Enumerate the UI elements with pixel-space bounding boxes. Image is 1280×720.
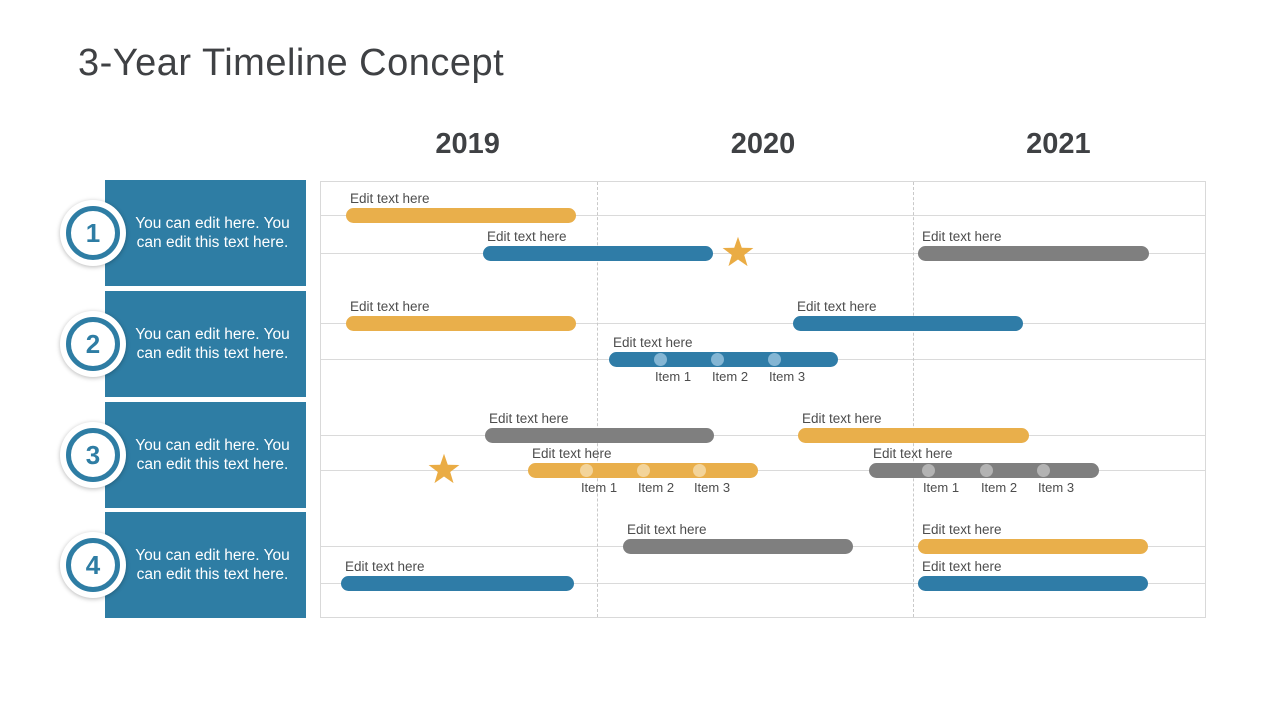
milestone-dot (711, 353, 724, 366)
bar-label-placeholder: Edit text here (802, 411, 882, 426)
timeline-grid: Edit text here Edit text here Edit text he… (320, 181, 1206, 618)
gridline-horizontal (321, 253, 1205, 254)
milestone-dot (1037, 464, 1050, 477)
year-label-2019: 2019 (435, 128, 500, 160)
timeline-bar-blue (483, 246, 713, 261)
step-number-badge: 2 (60, 311, 126, 377)
timeline-bar-blue (918, 576, 1148, 591)
step-text: You can edit here. You can edit this tex… (135, 547, 290, 583)
timeline-bar-gray (918, 246, 1149, 261)
step-number-badge: 4 (60, 532, 126, 598)
bar-label-placeholder: Edit text here (345, 559, 425, 574)
milestone-item-label: Item 1 (654, 369, 692, 384)
bar-label-placeholder: Edit text here (797, 299, 877, 314)
year-header-row: 2019 2020 2021 (320, 128, 1206, 161)
step-text-box: You can edit here. You can edit this tex… (105, 291, 306, 397)
timeline-bar-yellow (346, 208, 576, 223)
step-text-box: You can edit here. You can edit this tex… (105, 512, 306, 618)
gridline-horizontal (321, 323, 1205, 324)
milestone-item-label: Item 3 (1037, 480, 1075, 495)
sidebar-step-4: You can edit here. You can edit this tex… (60, 512, 306, 618)
gridline-horizontal (321, 435, 1205, 436)
milestone-item-label: Item 3 (768, 369, 806, 384)
milestone-dot (980, 464, 993, 477)
timeline-bar-gray (623, 539, 853, 554)
bar-label-placeholder: Edit text here (627, 522, 707, 537)
step-text: You can edit here. You can edit this tex… (135, 215, 290, 251)
bar-label-placeholder: Edit text here (873, 446, 953, 461)
step-number-badge: 1 (60, 200, 126, 266)
milestone-star-icon (426, 452, 462, 488)
page-title: 3-Year Timeline Concept (78, 42, 505, 84)
year-divider-dashed-line (597, 182, 598, 617)
milestone-item-label: Item 1 (922, 480, 960, 495)
timeline-bar-yellow (918, 539, 1148, 554)
gridline-horizontal (321, 215, 1205, 216)
milestone-item-label: Item 2 (711, 369, 749, 384)
milestone-item-label: Item 1 (580, 480, 618, 495)
gridline-horizontal (321, 583, 1205, 584)
milestone-dot (768, 353, 781, 366)
milestone-dot (637, 464, 650, 477)
bar-label-placeholder: Edit text here (922, 559, 1002, 574)
gridline-horizontal (321, 470, 1205, 471)
step-text-box: You can edit here. You can edit this tex… (105, 402, 306, 508)
bar-label-placeholder: Edit text here (532, 446, 612, 461)
step-number: 2 (66, 317, 120, 371)
bar-label-placeholder: Edit text here (922, 522, 1002, 537)
year-label-2021: 2021 (1026, 128, 1091, 160)
milestone-dot (580, 464, 593, 477)
timeline-bar-yellow (798, 428, 1029, 443)
milestone-item-label: Item 3 (693, 480, 731, 495)
milestone-item-label: Item 2 (980, 480, 1018, 495)
milestone-dot (693, 464, 706, 477)
milestone-dot (922, 464, 935, 477)
bar-label-placeholder: Edit text here (922, 229, 1002, 244)
sidebar-step-2: You can edit here. You can edit this tex… (60, 291, 306, 397)
step-number: 1 (66, 206, 120, 260)
timeline-bar-yellow (346, 316, 576, 331)
milestone-item-label: Item 2 (637, 480, 675, 495)
sidebar-step-1: You can edit here. You can edit this tex… (60, 180, 306, 286)
bar-label-placeholder: Edit text here (350, 191, 430, 206)
timeline-bar-blue (793, 316, 1023, 331)
step-text: You can edit here. You can edit this tex… (135, 437, 290, 473)
step-number: 4 (66, 538, 120, 592)
bar-label-placeholder: Edit text here (613, 335, 693, 350)
step-number: 3 (66, 428, 120, 482)
step-text-box: You can edit here. You can edit this tex… (105, 180, 306, 286)
step-text: You can edit here. You can edit this tex… (135, 326, 290, 362)
bar-label-placeholder: Edit text here (489, 411, 569, 426)
sidebar-step-3: You can edit here. You can edit this tex… (60, 402, 306, 508)
year-label-2020: 2020 (730, 128, 796, 160)
timeline-bar-gray (485, 428, 714, 443)
timeline-bar-blue (341, 576, 574, 591)
bar-label-placeholder: Edit text here (487, 229, 567, 244)
bar-label-placeholder: Edit text here (350, 299, 430, 314)
step-number-badge: 3 (60, 422, 126, 488)
milestone-star-icon (720, 235, 756, 271)
year-divider-dashed-line (913, 182, 914, 617)
milestone-dot (654, 353, 667, 366)
